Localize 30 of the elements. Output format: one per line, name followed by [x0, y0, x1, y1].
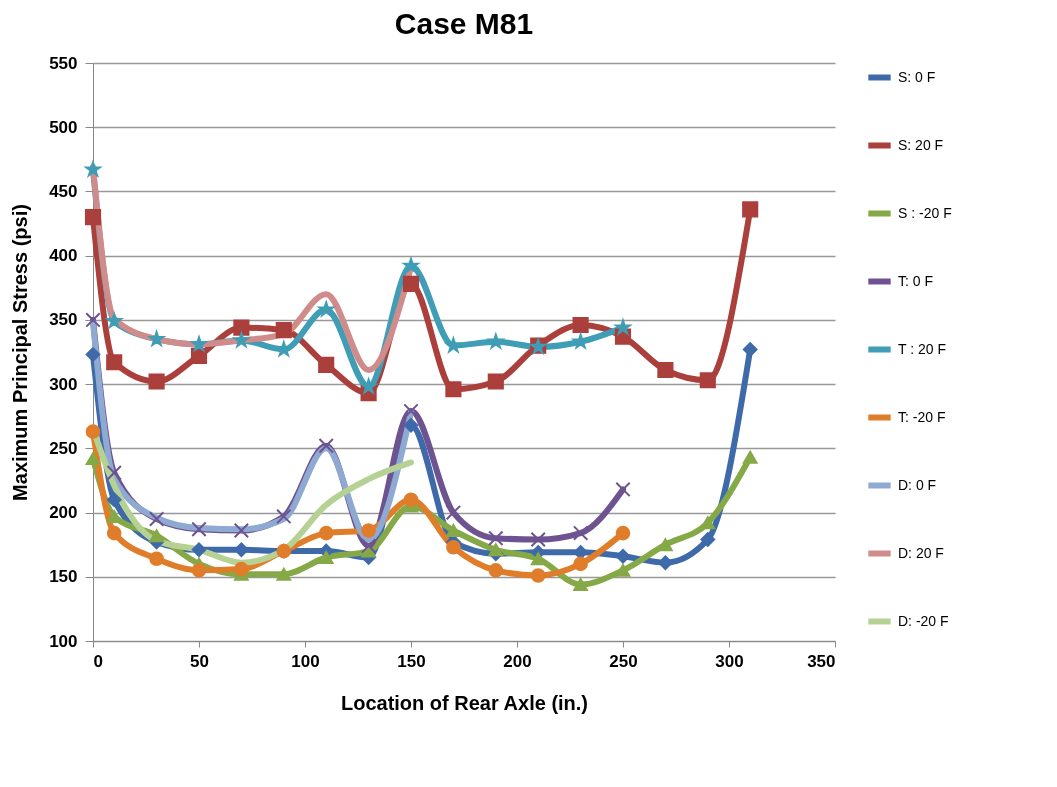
y-tick-label: 550	[49, 53, 78, 73]
legend-label: S : -20 F	[898, 204, 952, 221]
y-tick-label: 250	[49, 438, 78, 458]
x-axis-title: Location of Rear Axle (in.)	[340, 691, 589, 714]
y-tick-label: 200	[49, 503, 78, 523]
x-tick-label: 150	[397, 651, 426, 671]
legend-label: T: 0 F	[898, 272, 934, 289]
legend-label: S: 0 F	[898, 68, 936, 85]
x-tick-label: 50	[190, 651, 209, 671]
y-tick-label: 400	[49, 246, 78, 266]
x-tick-label: 300	[715, 651, 744, 671]
y-tick-label: 300	[49, 374, 78, 394]
legend-label: T: -20 F	[898, 408, 946, 425]
y-tick-label: 500	[49, 117, 78, 137]
y-tick-label: 100	[49, 631, 78, 651]
y-axis-title: Maximum Principal Stress (psi)	[9, 204, 32, 501]
x-tick-label: 350	[807, 651, 836, 671]
legend-label: D: 0 F	[898, 476, 937, 493]
legend-label: T : 20 F	[898, 340, 946, 357]
x-tick-label: 0	[93, 651, 103, 671]
legend-label: D: 20 F	[898, 544, 944, 561]
y-tick-label: 150	[49, 567, 78, 587]
legend-label: D: -20 F	[898, 612, 949, 629]
x-tick-label: 100	[291, 651, 320, 671]
y-tick-label: 450	[49, 181, 78, 201]
legend-label: S: 20 F	[898, 136, 944, 153]
y-tick-label: 350	[49, 310, 78, 330]
x-tick-label: 200	[503, 651, 532, 671]
x-tick-label: 250	[609, 651, 638, 671]
chart-title: Case M81	[394, 7, 534, 40]
